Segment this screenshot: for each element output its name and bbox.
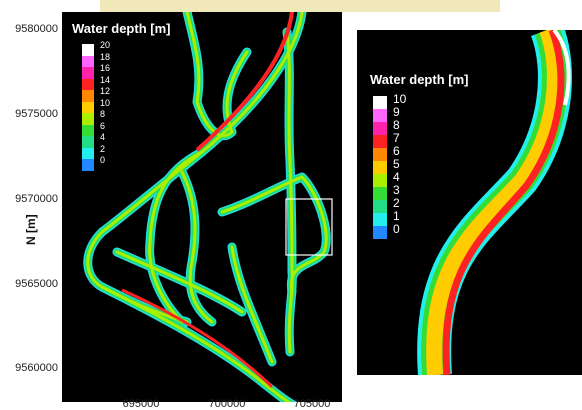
legend-label: 18: [100, 51, 111, 62]
legend-label: 3: [393, 183, 400, 197]
legend-swatch: [373, 109, 387, 122]
y-tick-label: 9565000: [15, 278, 58, 290]
legend-swatch: [373, 148, 387, 161]
main-map-panel: Water depth [m] 20 18 16 14 12 10 8 6 4 2 0: [62, 12, 342, 402]
legend-swatch: [82, 124, 94, 136]
x-tick-label: 705000: [293, 398, 331, 410]
legend-label: 9: [393, 105, 400, 119]
legend-label: 2: [100, 143, 106, 154]
zoom-channel-deep: [426, 30, 563, 375]
y-tick-label: 9575000: [15, 108, 58, 120]
legend-swatch: [373, 213, 387, 226]
deep-channel-main: [195, 12, 294, 152]
zoom-box: [285, 198, 333, 256]
legend-swatch: [373, 122, 387, 135]
river-network-svg: [62, 12, 333, 402]
legend-swatch: [373, 135, 387, 148]
zoom-channel-deepest: [442, 30, 565, 375]
legend-label: 12: [100, 86, 111, 96]
legend-swatch: [82, 136, 94, 148]
legend-label: 7: [393, 131, 400, 145]
zoom-legend-title: Water depth [m]: [370, 72, 469, 87]
x-tick-label: 700000: [208, 398, 246, 410]
legend-swatch: [373, 96, 387, 109]
deep-channel-lower: [121, 288, 274, 389]
legend-label: 8: [393, 118, 400, 132]
legend-swatch: [82, 44, 94, 56]
legend-swatch: [82, 147, 94, 159]
legend-label: 4: [100, 132, 106, 142]
legend-swatch: [373, 161, 387, 174]
top-band: [100, 0, 500, 12]
legend-swatch: [82, 55, 94, 67]
legend-label: 1: [393, 209, 400, 223]
zoom-channel-white: [552, 30, 571, 106]
legend-label: 4: [393, 170, 400, 184]
legend-label: 14: [100, 74, 111, 85]
legend-label: 0: [100, 155, 106, 165]
channel-deep: [86, 12, 328, 402]
zoom-river-svg: [417, 30, 572, 375]
legend-swatch: [82, 90, 94, 102]
y-tick-label: 9570000: [15, 193, 58, 205]
legend-swatch: [373, 174, 387, 187]
legend-swatch: [373, 187, 387, 200]
legend-label: 5: [393, 157, 400, 171]
x-tick-label: 695000: [122, 398, 160, 410]
main-legend-title: Water depth [m]: [72, 21, 171, 36]
legend-swatch: [82, 113, 94, 125]
y-tick-label: 9580000: [15, 23, 58, 35]
legend-label: 20: [100, 40, 111, 50]
legend-label: 16: [100, 63, 111, 73]
legend-swatch: [82, 67, 94, 79]
legend-swatch: [82, 101, 94, 113]
legend-swatch: [82, 159, 94, 171]
y-tick-label: 9560000: [15, 362, 58, 374]
legend-swatch: [373, 226, 387, 239]
legend-label: 0: [393, 222, 400, 236]
legend-label: 6: [100, 120, 106, 131]
zoom-map-panel: Water depth [m] 10 9 8 7 6 5 4 3 2 1 0: [357, 30, 582, 375]
legend-label: 6: [393, 144, 400, 158]
y-axis-label: N [m]: [24, 214, 38, 245]
legend-label: 10: [393, 92, 407, 106]
legend-label: 10: [100, 97, 111, 108]
legend-label: 8: [100, 109, 106, 119]
legend-swatch: [82, 78, 94, 90]
legend-label: 2: [393, 196, 400, 210]
legend-swatch: [373, 200, 387, 213]
